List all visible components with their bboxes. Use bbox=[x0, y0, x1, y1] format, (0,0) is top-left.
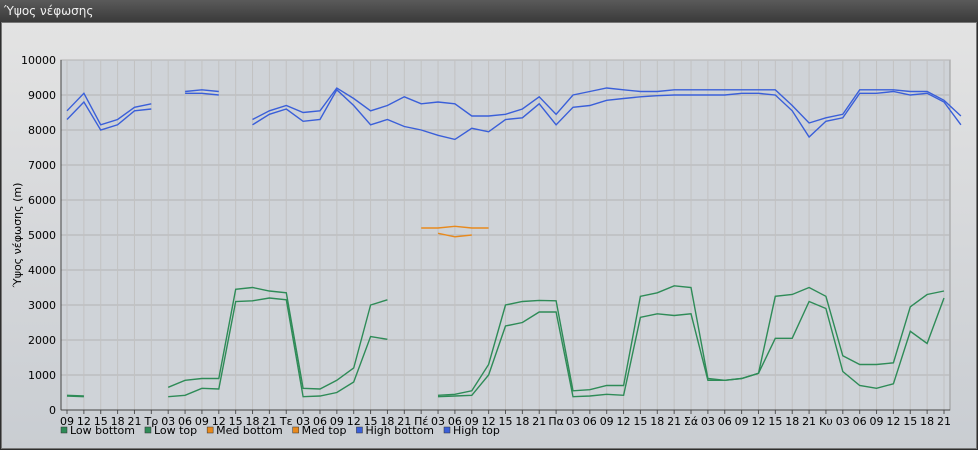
x-tick-label: 09 bbox=[870, 415, 884, 428]
y-tick-label: 8000 bbox=[28, 124, 56, 137]
x-tick-label: Κυ bbox=[819, 415, 833, 428]
x-tick-label: 06 bbox=[853, 415, 867, 428]
window-title: Ύψος νέφωσης bbox=[0, 0, 978, 22]
y-tick-label: 3000 bbox=[28, 299, 56, 312]
x-tick-label: Τρ bbox=[143, 415, 158, 428]
x-tick-label: 15 bbox=[633, 415, 647, 428]
legend-swatch bbox=[443, 426, 451, 434]
y-tick-label: 1000 bbox=[28, 369, 56, 382]
legend-label: High top bbox=[453, 424, 500, 437]
legend-label: Low top bbox=[154, 424, 197, 437]
x-tick-label: 09 bbox=[600, 415, 614, 428]
x-tick-label: 18 bbox=[111, 415, 125, 428]
x-tick-label: 15 bbox=[499, 415, 513, 428]
x-tick-label: 09 bbox=[465, 415, 479, 428]
x-tick-label: 15 bbox=[229, 415, 243, 428]
x-tick-label: 15 bbox=[768, 415, 782, 428]
legend-swatch bbox=[144, 426, 152, 434]
y-tick-label: 10000 bbox=[21, 54, 56, 67]
legend-label: Med top bbox=[302, 424, 347, 437]
series-line-med-top bbox=[421, 225, 489, 229]
x-tick-label: 09 bbox=[735, 415, 749, 428]
x-tick-label: 06 bbox=[448, 415, 462, 428]
x-tick-label: 06 bbox=[313, 415, 327, 428]
series-line-high-bottom bbox=[66, 100, 152, 131]
legend-swatch bbox=[292, 426, 299, 434]
x-tick-label: 03 bbox=[296, 415, 310, 428]
legend-swatch bbox=[206, 426, 214, 434]
series-line-low-top bbox=[66, 394, 84, 397]
x-tick-label: 03 bbox=[566, 415, 580, 428]
x-tick-label: Σά bbox=[684, 415, 698, 428]
x-tick-label: 03 bbox=[701, 415, 715, 428]
legend-label: Med bottom bbox=[216, 424, 283, 437]
x-tick-label: 18 bbox=[246, 415, 260, 428]
series-line-low-top bbox=[437, 285, 945, 396]
x-tick-label: 15 bbox=[94, 415, 108, 428]
legend-label: Low bottom bbox=[70, 424, 135, 437]
x-tick-label: 12 bbox=[617, 415, 631, 428]
x-tick-label: 12 bbox=[77, 415, 91, 428]
y-tick-label: 7000 bbox=[28, 159, 56, 172]
x-tick-label: 12 bbox=[212, 415, 226, 428]
x-tick-label: Πα bbox=[548, 415, 564, 428]
x-tick-label: 15 bbox=[903, 415, 917, 428]
y-tick-label: 5000 bbox=[28, 229, 56, 242]
y-axis-label: Ύψος νέφωσης (m) bbox=[11, 183, 24, 289]
x-tick-label: 12 bbox=[482, 415, 496, 428]
x-tick-label: 18 bbox=[785, 415, 799, 428]
y-tick-label: 6000 bbox=[28, 194, 56, 207]
x-tick-label: 18 bbox=[380, 415, 394, 428]
x-tick-label: 18 bbox=[920, 415, 934, 428]
series-line-high-bottom bbox=[252, 88, 962, 141]
x-tick-label: 09 bbox=[60, 415, 74, 428]
y-tick-label: 9000 bbox=[28, 89, 56, 102]
x-tick-label: 21 bbox=[397, 415, 411, 428]
series-line-low-bottom bbox=[437, 297, 945, 398]
x-tick-label: 12 bbox=[751, 415, 765, 428]
x-tick-label: 21 bbox=[667, 415, 681, 428]
y-tick-label: 4000 bbox=[28, 264, 56, 277]
x-tick-label: 09 bbox=[195, 415, 209, 428]
x-tick-label: 15 bbox=[364, 415, 378, 428]
series-line-low-bottom bbox=[168, 297, 388, 398]
series-line-high-top bbox=[252, 87, 962, 124]
y-tick-label: 2000 bbox=[28, 334, 56, 347]
x-tick-label: 21 bbox=[262, 415, 276, 428]
series-line-high-bottom bbox=[185, 92, 219, 96]
x-tick-label: 18 bbox=[515, 415, 529, 428]
legend-label: High bottom bbox=[365, 424, 434, 437]
x-tick-label: 03 bbox=[836, 415, 850, 428]
x-tick-label: 06 bbox=[718, 415, 732, 428]
series-line-med-bottom bbox=[437, 232, 472, 238]
x-tick-label: 06 bbox=[178, 415, 192, 428]
series-line-low-top bbox=[167, 286, 388, 390]
legend-swatch bbox=[356, 426, 363, 434]
x-tick-label: 12 bbox=[886, 415, 900, 428]
x-tick-label: 03 bbox=[161, 415, 175, 428]
x-tick-label: 18 bbox=[650, 415, 664, 428]
x-tick-label: 06 bbox=[583, 415, 597, 428]
x-tick-label: 21 bbox=[802, 415, 816, 428]
x-tick-label: Πέ bbox=[414, 415, 428, 428]
x-tick-label: 21 bbox=[937, 415, 951, 428]
series-line-high-top bbox=[185, 89, 219, 93]
series-line-high-top bbox=[66, 92, 152, 126]
x-tick-label: Τε bbox=[279, 415, 293, 428]
x-tick-label: 21 bbox=[532, 415, 546, 428]
legend-swatch bbox=[60, 426, 68, 434]
x-tick-label: 03 bbox=[431, 415, 445, 428]
x-tick-label: 12 bbox=[347, 415, 361, 428]
y-tick-label: 0 bbox=[49, 404, 56, 417]
x-tick-label: 21 bbox=[127, 415, 141, 428]
x-tick-label: 09 bbox=[330, 415, 344, 428]
